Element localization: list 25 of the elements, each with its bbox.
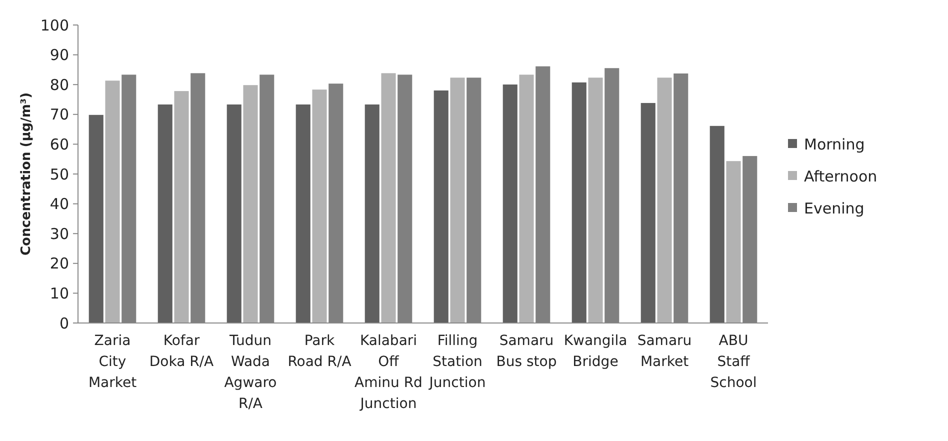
x-tick-label: ABU Staff School (710, 333, 757, 391)
y-tick-label: 100 (40, 16, 69, 34)
y-tick-label: 90 (50, 46, 69, 64)
y-tick-label: 10 (50, 284, 69, 302)
y-tick-label: 0 (59, 314, 69, 332)
x-tick-label: Kofar Doka R/A (149, 333, 214, 370)
x-tick-label: Samaru Market (637, 333, 692, 370)
legend-label: Evening (804, 199, 864, 218)
x-tick-label: Samaru Bus stop (496, 333, 557, 370)
x-tick-label: Zaria City Market (88, 333, 138, 391)
x-tick-label: Kalabari Off Aminu Rd Junction (354, 333, 422, 412)
y-tick-label: 70 (50, 106, 69, 124)
y-tick-label: 40 (50, 195, 69, 214)
legend-label: Afternoon (804, 167, 878, 186)
y-tick-label: 50 (50, 165, 69, 184)
y-tick-label: 30 (50, 224, 69, 243)
y-tick-label: 80 (50, 76, 69, 94)
x-tick-label: Kwangila Bridge (564, 333, 628, 370)
y-tick-label: 20 (50, 254, 69, 273)
x-tick-label: Tudun Wada Agwaro R/A (224, 333, 277, 412)
y-tick-label: 60 (50, 135, 69, 154)
legend-label: Morning (804, 135, 865, 154)
x-tick-label: Park Road R/A (288, 333, 352, 370)
x-tick-label: Filling Station Junction (428, 333, 486, 391)
y-axis-title: Concentration (µg/m³) (19, 92, 34, 256)
